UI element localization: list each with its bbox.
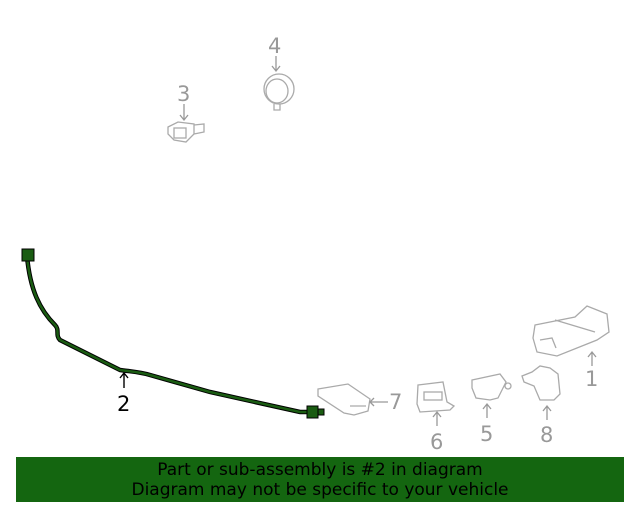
part-2-harness[interactable] (21, 248, 325, 419)
callout-1[interactable]: 1 (585, 367, 598, 391)
part-1[interactable] (532, 305, 610, 357)
part-7[interactable] (317, 383, 371, 416)
banner-line-2: Diagram may not be specific to your vehi… (131, 480, 509, 500)
part-3[interactable] (167, 121, 205, 143)
callout-2[interactable]: 2 (117, 392, 130, 416)
callout-7[interactable]: 7 (389, 390, 402, 414)
callout-5[interactable]: 5 (480, 422, 493, 446)
callout-8[interactable]: 8 (540, 423, 553, 447)
info-banner: Part or sub-assembly is #2 in diagram Di… (16, 457, 624, 502)
banner-line-1: Part or sub-assembly is #2 in diagram (157, 460, 483, 480)
callout-4[interactable]: 4 (268, 34, 281, 58)
callout-6[interactable]: 6 (430, 430, 443, 454)
callout-3[interactable]: 3 (177, 82, 190, 106)
part-5[interactable] (471, 373, 512, 401)
part-8[interactable] (521, 365, 561, 401)
part-6[interactable] (416, 381, 456, 413)
part-4[interactable] (263, 73, 295, 111)
